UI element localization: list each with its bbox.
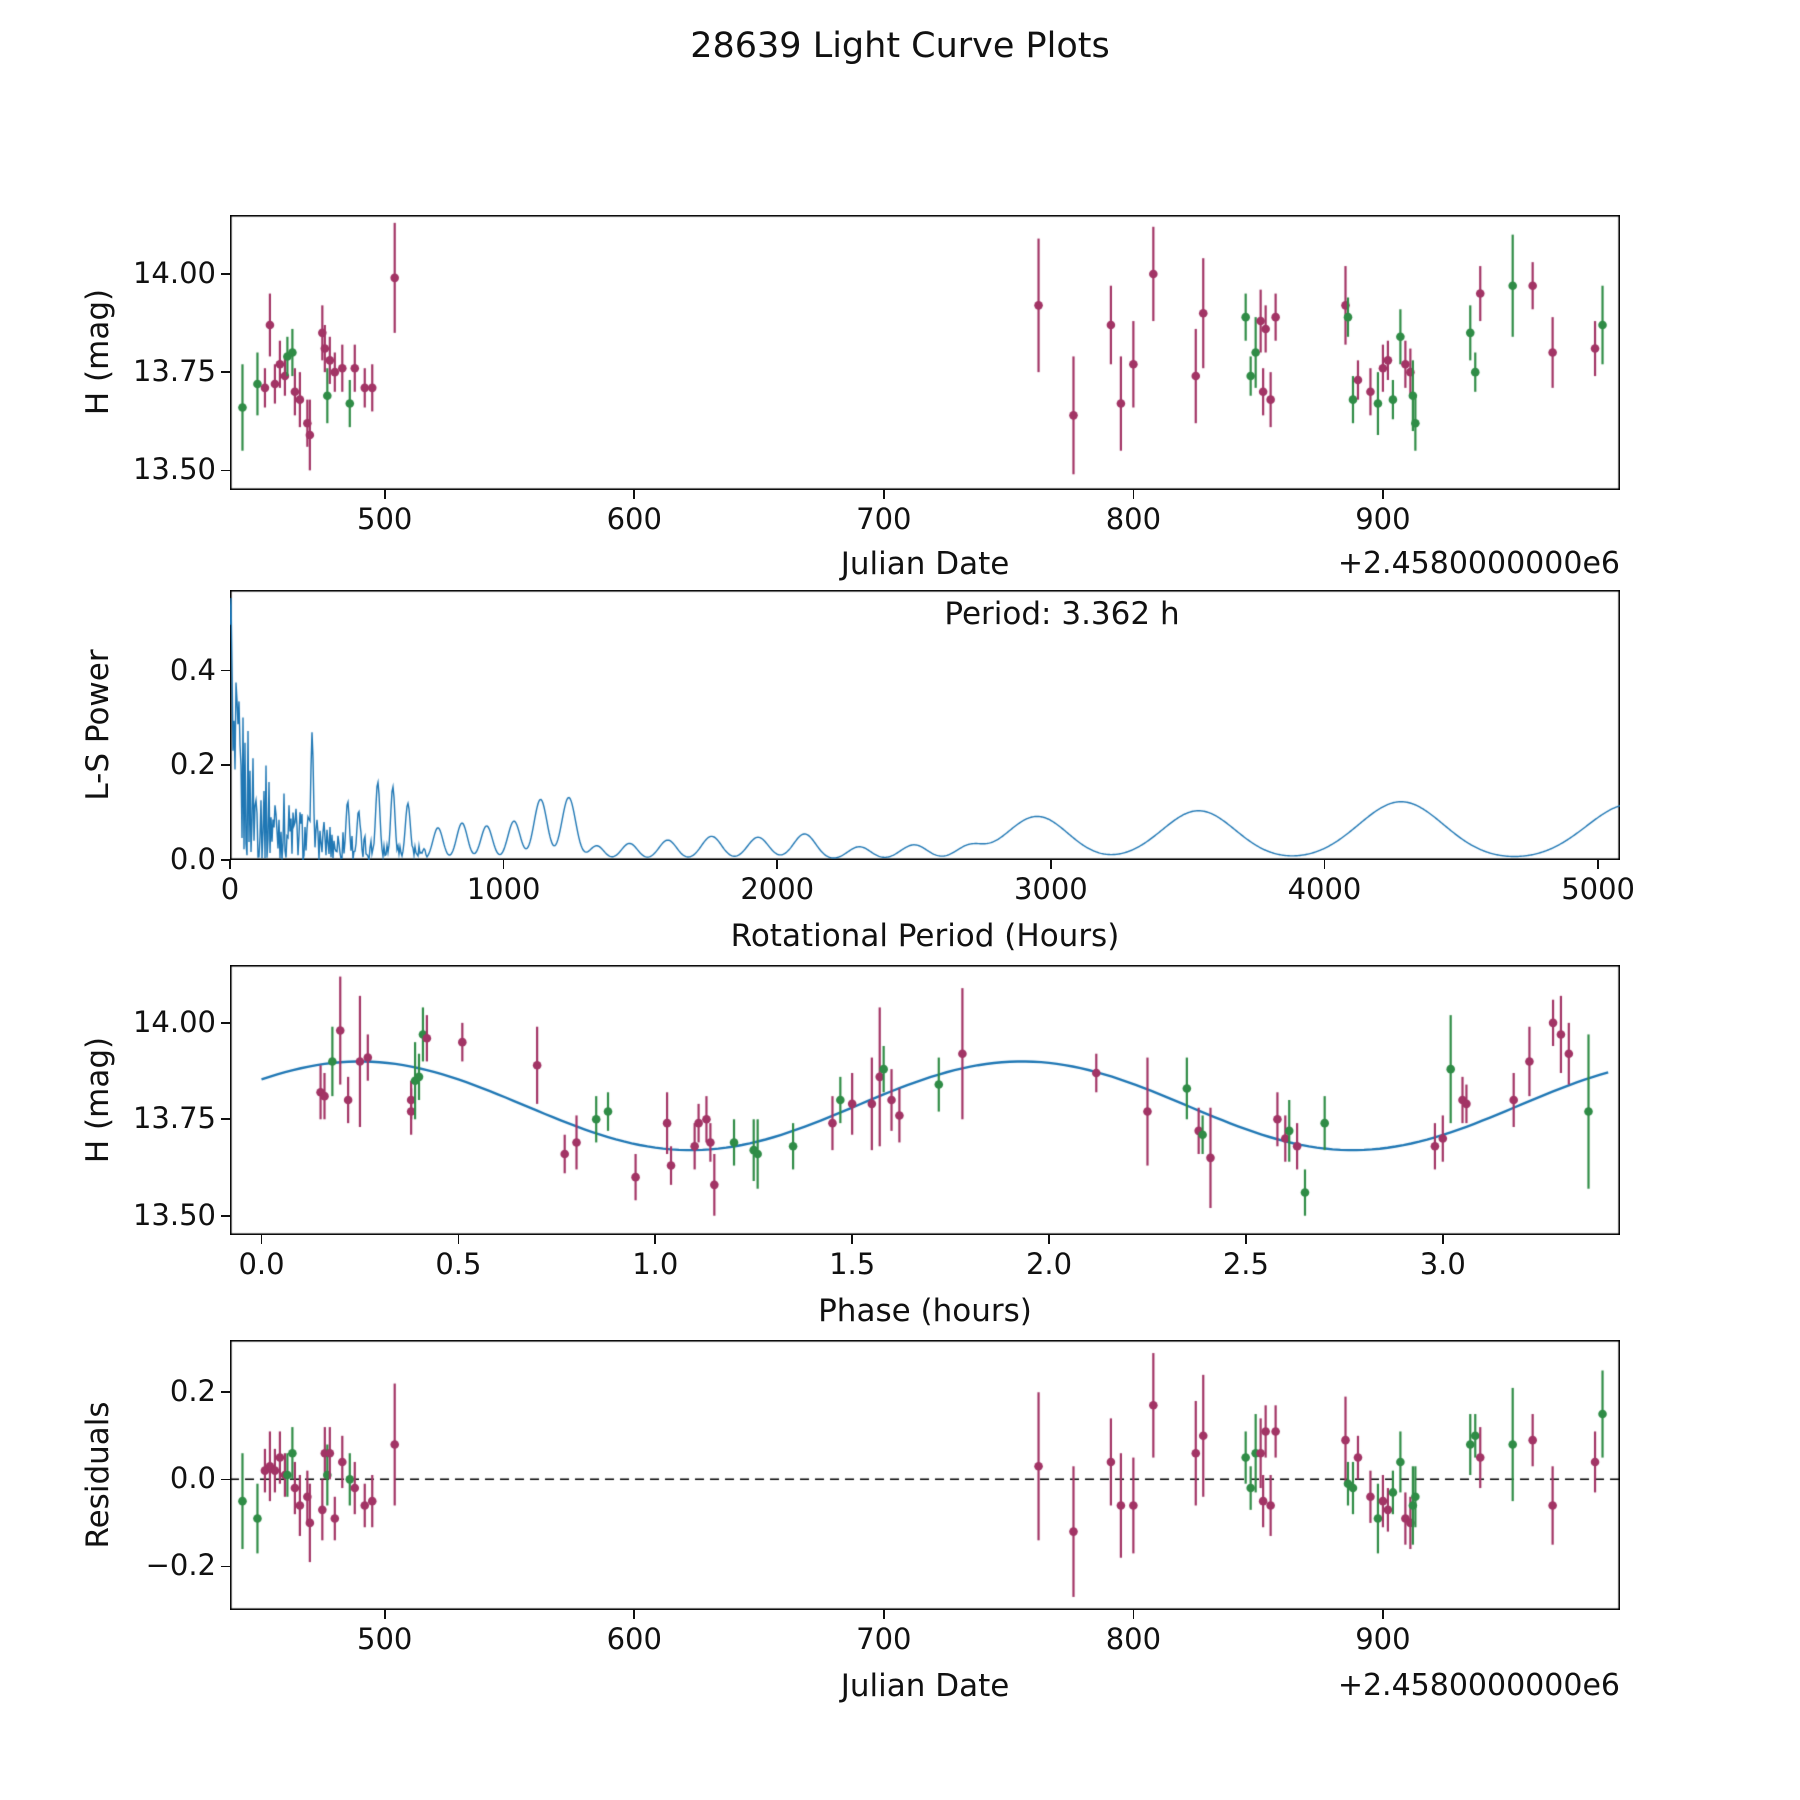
x-tick-mark (851, 1235, 853, 1244)
x-tick-mark (883, 1610, 885, 1619)
y-tick-mark (221, 1391, 230, 1394)
x-tick-mark (776, 860, 779, 869)
y-tick-label: 14.00 (132, 255, 216, 290)
x-tick-mark (883, 490, 885, 499)
x-tick-mark (633, 1610, 636, 1619)
x-tick-mark (502, 860, 505, 869)
x-tick-mark (1382, 490, 1384, 499)
x-tick-label: 700 (856, 1622, 912, 1656)
x-tick-label: 1.0 (632, 1247, 679, 1281)
periodogram-x-axis-label: Rotational Period (Hours) (730, 918, 1120, 954)
x-tick-mark (260, 1235, 263, 1244)
y-tick-label: 13.75 (132, 354, 216, 389)
x-tick-mark (1323, 860, 1326, 869)
x-tick-label: 600 (606, 1622, 662, 1656)
x-tick-label: 5000 (1561, 872, 1636, 906)
lightcurve-y-axis-label: H (mag) (80, 288, 116, 416)
y-tick-mark (221, 371, 230, 373)
x-tick-label: 3.0 (1419, 1247, 1466, 1281)
y-tick-mark (221, 859, 230, 861)
x-tick-label: 600 (606, 502, 662, 536)
x-tick-mark (1132, 490, 1135, 499)
x-tick-mark (383, 1610, 386, 1619)
x-tick-mark (1382, 1610, 1384, 1619)
x-tick-label: 1000 (466, 872, 541, 906)
y-tick-label: 0.2 (169, 747, 216, 782)
lightcurve-x-offset-text: +2.4580000000e6 (1337, 546, 1620, 581)
y-tick-mark (221, 1565, 230, 1568)
y-tick-label: 0.4 (169, 652, 216, 687)
x-tick-mark (633, 490, 636, 499)
y-tick-mark (221, 1118, 230, 1121)
x-tick-label: 2.5 (1222, 1247, 1269, 1281)
y-tick-label: 0.0 (169, 842, 216, 876)
lightcurve-x-axis-label: Julian Date (840, 546, 1010, 582)
lightcurve-plot-canvas (230, 215, 1620, 490)
residuals-plot-canvas (230, 1340, 1620, 1610)
x-tick-mark (1132, 1610, 1135, 1619)
figure-title: 28639 Light Curve Plots (690, 26, 1110, 66)
residuals-x-axis-label: Julian Date (840, 1668, 1010, 1704)
x-tick-mark (383, 490, 386, 499)
periodogram-plot-canvas (230, 590, 1620, 860)
phase-x-axis-label: Phase (hours) (818, 1293, 1032, 1329)
x-tick-label: 2000 (740, 872, 815, 906)
period-annotation: Period: 3.362 h (944, 596, 1180, 632)
y-tick-mark (221, 669, 230, 672)
x-tick-label: 900 (1355, 502, 1411, 536)
x-tick-mark (457, 1235, 460, 1244)
y-tick-mark (221, 1022, 230, 1024)
x-tick-label: 1.5 (829, 1247, 876, 1281)
y-tick-label: 13.75 (132, 1101, 216, 1136)
phase-plot-canvas (230, 965, 1620, 1235)
x-tick-label: 900 (1355, 1622, 1411, 1656)
x-tick-mark (1245, 1235, 1247, 1244)
x-tick-label: 3000 (1013, 872, 1088, 906)
y-tick-label: 13.50 (132, 1197, 216, 1232)
y-tick-mark (221, 764, 230, 767)
y-tick-label: 14.00 (132, 1004, 216, 1039)
y-tick-label: 0.0 (169, 1461, 216, 1496)
x-tick-label: 700 (856, 502, 912, 536)
x-tick-mark (1442, 1235, 1444, 1244)
x-tick-label: 0 (220, 872, 240, 906)
y-tick-label: 13.50 (132, 452, 216, 487)
y-tick-label: −0.2 (145, 1548, 216, 1583)
x-tick-label: 500 (357, 1622, 413, 1656)
y-tick-mark (221, 1478, 230, 1481)
x-tick-label: 0.0 (238, 1247, 285, 1281)
y-tick-label: 0.2 (169, 1374, 216, 1409)
y-tick-mark (221, 469, 230, 472)
x-tick-mark (229, 860, 231, 869)
x-tick-label: 2.0 (1025, 1247, 1073, 1281)
phase-y-axis-label: H (mag) (80, 1036, 116, 1164)
x-tick-mark (654, 1235, 657, 1244)
y-tick-mark (221, 1214, 230, 1217)
x-tick-label: 500 (357, 502, 413, 536)
x-tick-mark (1597, 860, 1599, 869)
residuals-x-offset-text: +2.4580000000e6 (1337, 1668, 1620, 1703)
x-tick-mark (1050, 860, 1052, 869)
x-tick-label: 800 (1105, 502, 1162, 536)
x-tick-mark (1048, 1235, 1050, 1244)
x-tick-label: 4000 (1287, 872, 1362, 906)
x-tick-label: 0.5 (435, 1247, 482, 1281)
x-tick-label: 800 (1105, 1622, 1162, 1656)
y-tick-mark (221, 273, 230, 275)
